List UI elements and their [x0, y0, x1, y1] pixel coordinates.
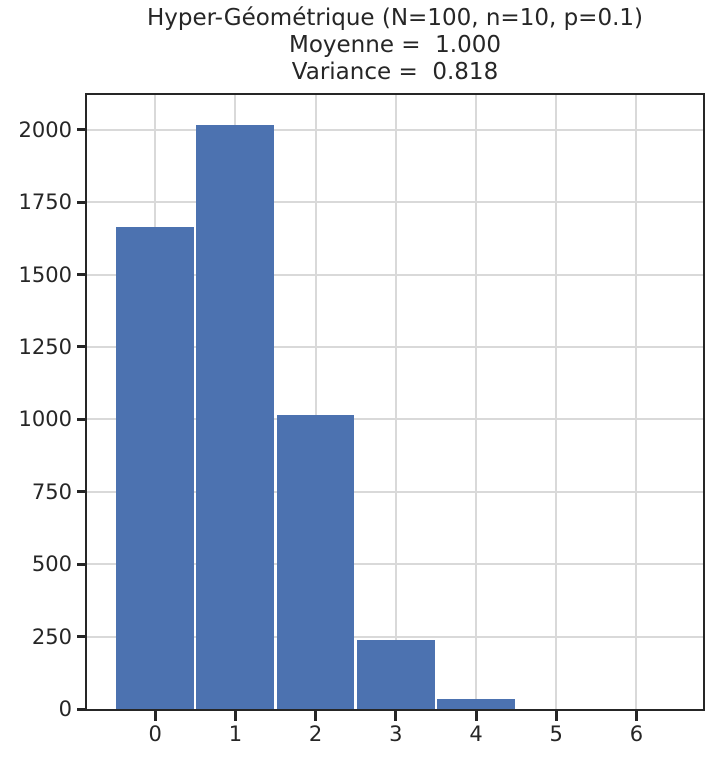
plot-area — [85, 93, 705, 711]
grid-line-v — [635, 95, 638, 709]
grid-line-v — [314, 95, 317, 709]
x-axis-tick-label: 0 — [148, 722, 162, 746]
y-axis-tick — [77, 345, 85, 349]
x-axis-tick-label: 2 — [308, 722, 323, 746]
title-line-2: Moyenne = 1.000 — [288, 32, 502, 58]
y-axis-tick-label: 1000 — [18, 407, 72, 432]
grid-line-v — [555, 95, 558, 709]
x-axis-tick — [394, 711, 398, 721]
y-axis-tick-label: 0 — [58, 697, 72, 721]
x-axis-tick — [474, 711, 478, 721]
y-axis-tick — [77, 490, 85, 494]
x-axis-tick — [153, 711, 157, 721]
y-axis-tick-label: 1250 — [18, 334, 72, 359]
x-axis-tick — [634, 711, 638, 721]
x-axis-tick-label: 6 — [629, 722, 644, 746]
y-axis-tick — [77, 562, 85, 566]
x-axis-tick — [314, 711, 318, 721]
y-axis-tick-label: 750 — [31, 479, 72, 504]
y-axis-tick-label: 250 — [31, 624, 72, 649]
bar — [356, 639, 435, 709]
title-line-3: Variance = 0.818 — [291, 59, 499, 85]
x-axis-tick-label: 4 — [469, 722, 483, 746]
x-axis-tick-label: 1 — [228, 722, 243, 746]
y-axis-tick-label: 1500 — [18, 262, 72, 287]
x-axis-tick-label: 5 — [549, 722, 563, 746]
y-axis-tick-label: 2000 — [18, 117, 72, 142]
y-axis-tick — [77, 200, 85, 204]
x-axis-tick — [233, 711, 237, 721]
bar — [196, 125, 275, 709]
y-axis-tick — [77, 417, 85, 421]
grid-line-v — [394, 95, 397, 709]
bar — [276, 415, 355, 709]
grid-line-v — [475, 95, 477, 709]
x-axis-tick-label: 3 — [389, 722, 403, 746]
y-axis-tick — [77, 128, 85, 132]
y-axis-tick-label: 500 — [31, 552, 72, 577]
x-axis-tick — [554, 711, 558, 721]
y-axis-tick — [77, 707, 85, 711]
title-line-1: Hyper-Géométrique (N=100, n=10, p=0.1) — [146, 5, 644, 31]
bar — [116, 226, 195, 709]
y-axis-tick — [77, 273, 85, 277]
chart-title: Hyper-Géométrique (N=100, n=10, p=0.1) M… — [85, 5, 705, 86]
y-axis-tick-label: 1750 — [18, 190, 72, 215]
bar — [437, 699, 515, 709]
y-axis-tick — [77, 635, 85, 639]
